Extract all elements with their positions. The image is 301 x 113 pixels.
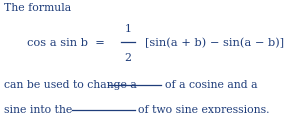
Text: sine into the: sine into the	[4, 104, 72, 113]
Text: of two sine expressions.: of two sine expressions.	[138, 104, 270, 113]
Text: can be used to change a: can be used to change a	[4, 79, 137, 89]
Text: The formula: The formula	[4, 3, 71, 13]
Text: cos a sin b  =: cos a sin b =	[27, 38, 108, 48]
Text: [sin(a + b) − sin(a − b)]: [sin(a + b) − sin(a − b)]	[145, 38, 284, 48]
Text: 2: 2	[124, 53, 132, 63]
Text: of a cosine and a: of a cosine and a	[165, 79, 257, 89]
Text: 1: 1	[124, 23, 132, 33]
